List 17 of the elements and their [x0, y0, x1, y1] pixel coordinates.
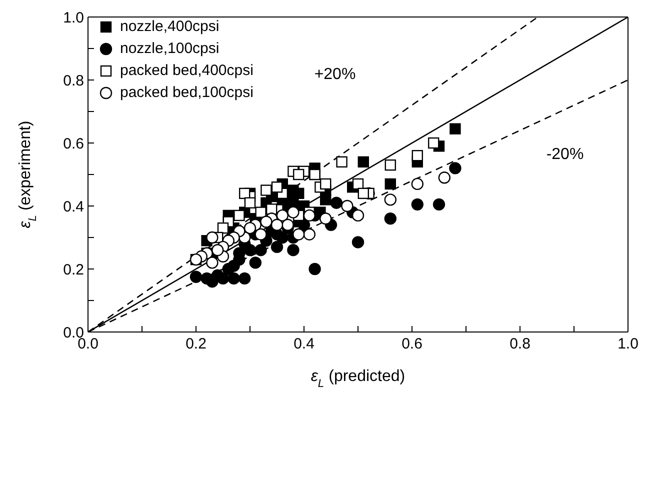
legend-label: nozzle,400cpsi	[120, 17, 220, 37]
x-tick-label: 0.6	[402, 336, 422, 353]
legend-label: packed bed,100cpsi	[120, 83, 254, 103]
legend-label: nozzle,100cpsi	[120, 39, 220, 59]
x-axis-title: ε$_{L}$ (predicted)	[310, 368, 406, 390]
y-tick-label: 0.6	[63, 135, 84, 152]
x-tick-label: 0.2	[186, 336, 206, 353]
legend-label: packed bed,400cpsi	[120, 61, 254, 81]
y-tick-label: 0.8	[63, 72, 84, 90]
y-tick-label: 1.0	[63, 9, 84, 26]
y-tick-label: 0.2	[63, 261, 84, 278]
y-tick-label: 0.4	[63, 198, 84, 216]
x-tick-label: 1.0	[618, 336, 638, 353]
x-tick-label: 0.4	[294, 336, 314, 353]
x-tick-label: 0.8	[510, 336, 530, 353]
annotation: +20%	[314, 66, 356, 84]
annotation: -20%	[546, 146, 584, 164]
